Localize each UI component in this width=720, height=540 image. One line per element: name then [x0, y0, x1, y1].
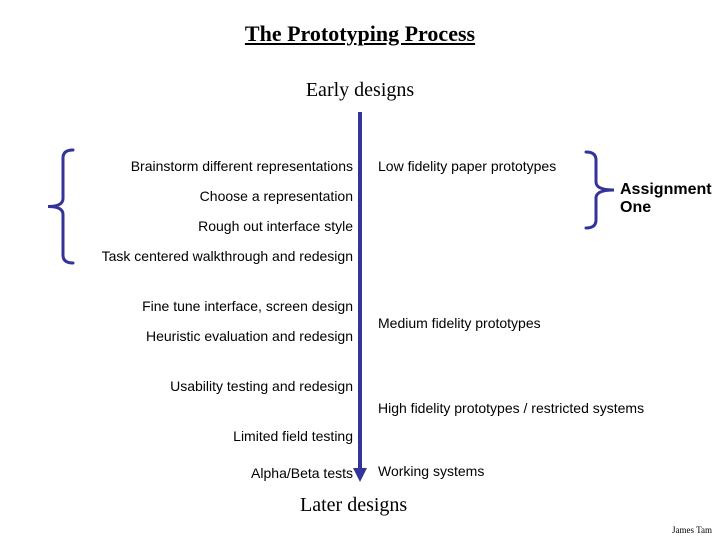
later-designs-label: Later designs — [300, 494, 407, 517]
assignment-line2: One — [620, 199, 651, 216]
left-step: Rough out interface style — [0, 218, 353, 234]
left-step: Brainstorm different representations — [0, 158, 353, 174]
right-prototype-label: Working systems — [378, 463, 720, 479]
right-prototype-label: High fidelity prototypes / restricted sy… — [378, 400, 720, 416]
right-prototype-label: Low fidelity paper prototypes — [378, 158, 720, 174]
assignment-line1: Assignment — [620, 181, 712, 198]
left-step: Choose a representation — [0, 188, 353, 204]
left-step: Fine tune interface, screen design — [0, 298, 353, 314]
right-prototype-label: Medium fidelity prototypes — [378, 315, 720, 331]
assignment-one-label: Assignment One — [620, 181, 712, 218]
brace-right-icon — [0, 0, 720, 540]
slide-root: The Prototyping Process Early designs Br… — [0, 0, 720, 540]
left-step: Task centered walkthrough and redesign — [0, 248, 353, 264]
left-step: Usability testing and redesign — [0, 378, 353, 394]
left-step: Heuristic evaluation and redesign — [0, 328, 353, 344]
author-footer: James Tam — [672, 525, 712, 535]
left-step: Alpha/Beta tests — [0, 465, 353, 481]
left-step: Limited field testing — [0, 428, 353, 444]
